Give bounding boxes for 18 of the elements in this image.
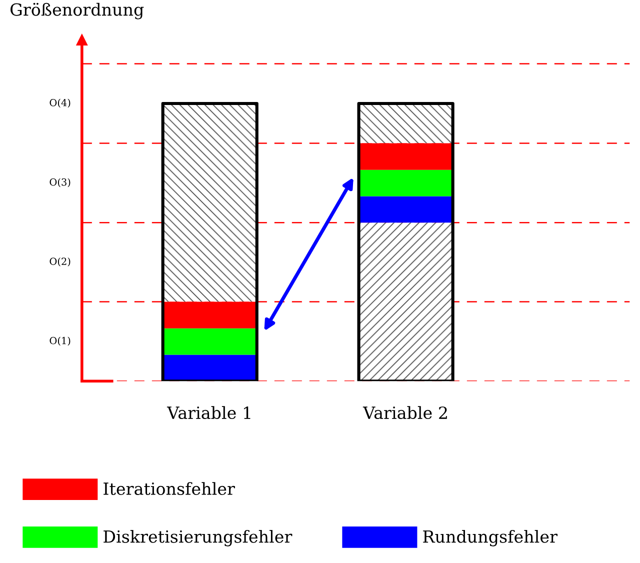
legend-label: Rundungsfehler [423,530,558,546]
legend-label: Diskretisierungsfehler [104,530,292,546]
bar [358,196,453,223]
bar [358,143,453,170]
bar [358,103,453,144]
x-tick-label: Variable 2 [362,406,447,420]
bar [358,170,453,196]
text: O(3) [50,178,70,188]
bar [162,302,257,328]
legend-label: Iterationsfehler [104,482,235,496]
text: O(2) [50,257,70,266]
x-tick-label: Variable 1 [166,406,250,420]
bar [358,222,453,382]
text: Größenordnung [10,2,144,20]
text: O(4) [50,98,70,108]
bar [162,328,257,355]
text: O(1) [50,336,70,346]
bar [162,103,257,302]
